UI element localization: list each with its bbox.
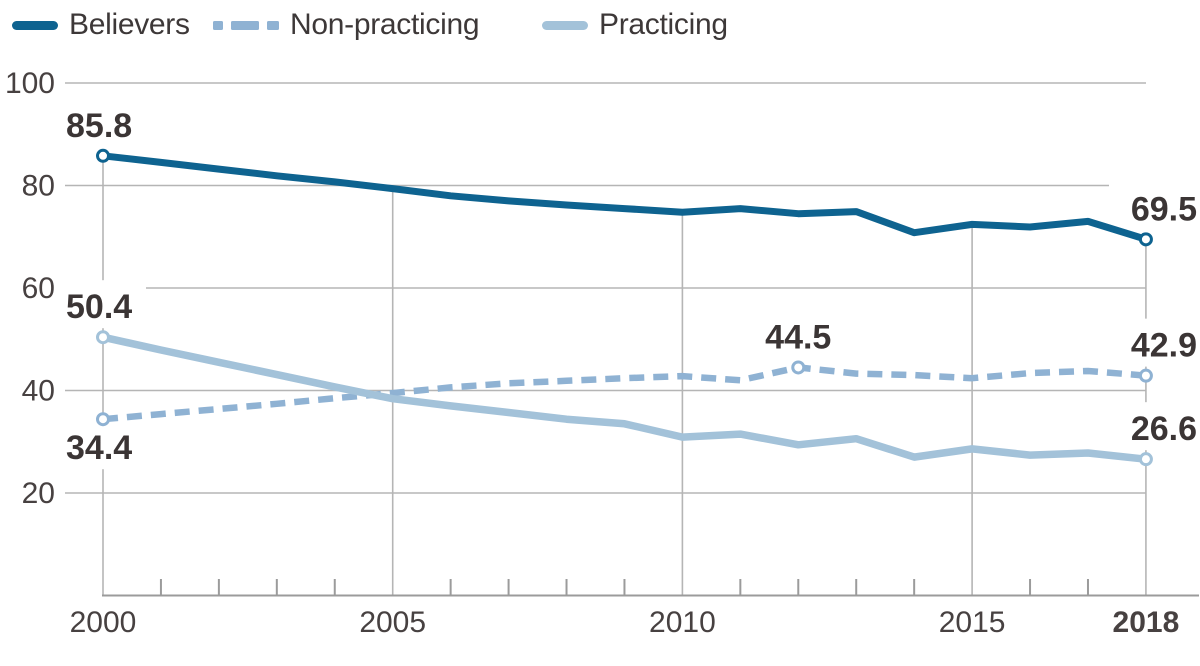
marker-believers-2018	[1138, 232, 1153, 247]
x-tick-label-2005: 2005	[359, 606, 426, 639]
y-tick-label-100: 100	[5, 67, 55, 100]
x-tick-label-2000: 2000	[70, 606, 137, 639]
practicing-line-swatch-icon	[542, 20, 588, 30]
series-line-practicing	[99, 333, 1150, 463]
data-label-69.5: 69.5	[1131, 190, 1197, 228]
label-mask	[62, 98, 146, 147]
label-mask	[754, 310, 843, 359]
marker-practicing-2000	[96, 330, 110, 345]
y-tick-label-20: 20	[22, 477, 55, 510]
marker-non-practicing-2018	[1138, 368, 1153, 383]
y-tick-label-60: 60	[22, 272, 55, 305]
legend-label-practicing: Practicing	[599, 8, 728, 41]
series-line-believers	[99, 152, 1150, 243]
marker-practicing-2018	[1138, 452, 1153, 467]
y-tick-label-40: 40	[22, 375, 55, 408]
legend-label-believers: Believers	[69, 8, 190, 41]
legend-label-non-practicing: Non-practicing	[290, 8, 480, 41]
x-tick-label-2018: 2018	[1113, 606, 1180, 639]
label-mask	[62, 280, 146, 329]
marker-non-practicing-2012	[791, 360, 806, 375]
data-label-42.9: 42.9	[1131, 327, 1197, 365]
legend-item-believers: Believers	[12, 2, 190, 48]
x-tick-label-2010: 2010	[649, 606, 716, 639]
data-label-85.8: 85.8	[66, 107, 132, 145]
legend: Believers Non-practicing Practicing	[0, 2, 1200, 48]
label-mask	[1109, 402, 1200, 451]
data-label-26.6: 26.6	[1131, 410, 1197, 448]
legend-item-non-practicing: Non-practicing	[213, 2, 480, 48]
believers-line-swatch-icon	[12, 20, 58, 30]
data-label-34.4: 34.4	[66, 429, 132, 467]
marker-non-practicing-2000	[96, 412, 110, 427]
non-practicing-dashed-swatch-icon	[213, 20, 279, 30]
legend-item-practicing: Practicing	[542, 2, 728, 48]
data-label-44.5: 44.5	[765, 318, 831, 356]
label-mask	[1109, 318, 1200, 367]
marker-believers-2000	[96, 148, 110, 163]
series-line-non-practicing	[102, 364, 1147, 423]
data-label-50.4: 50.4	[66, 288, 132, 326]
x-tick-label-2015: 2015	[939, 606, 1006, 639]
label-mask	[62, 421, 146, 470]
y-tick-label-80: 80	[22, 170, 55, 203]
label-mask	[1109, 182, 1200, 231]
